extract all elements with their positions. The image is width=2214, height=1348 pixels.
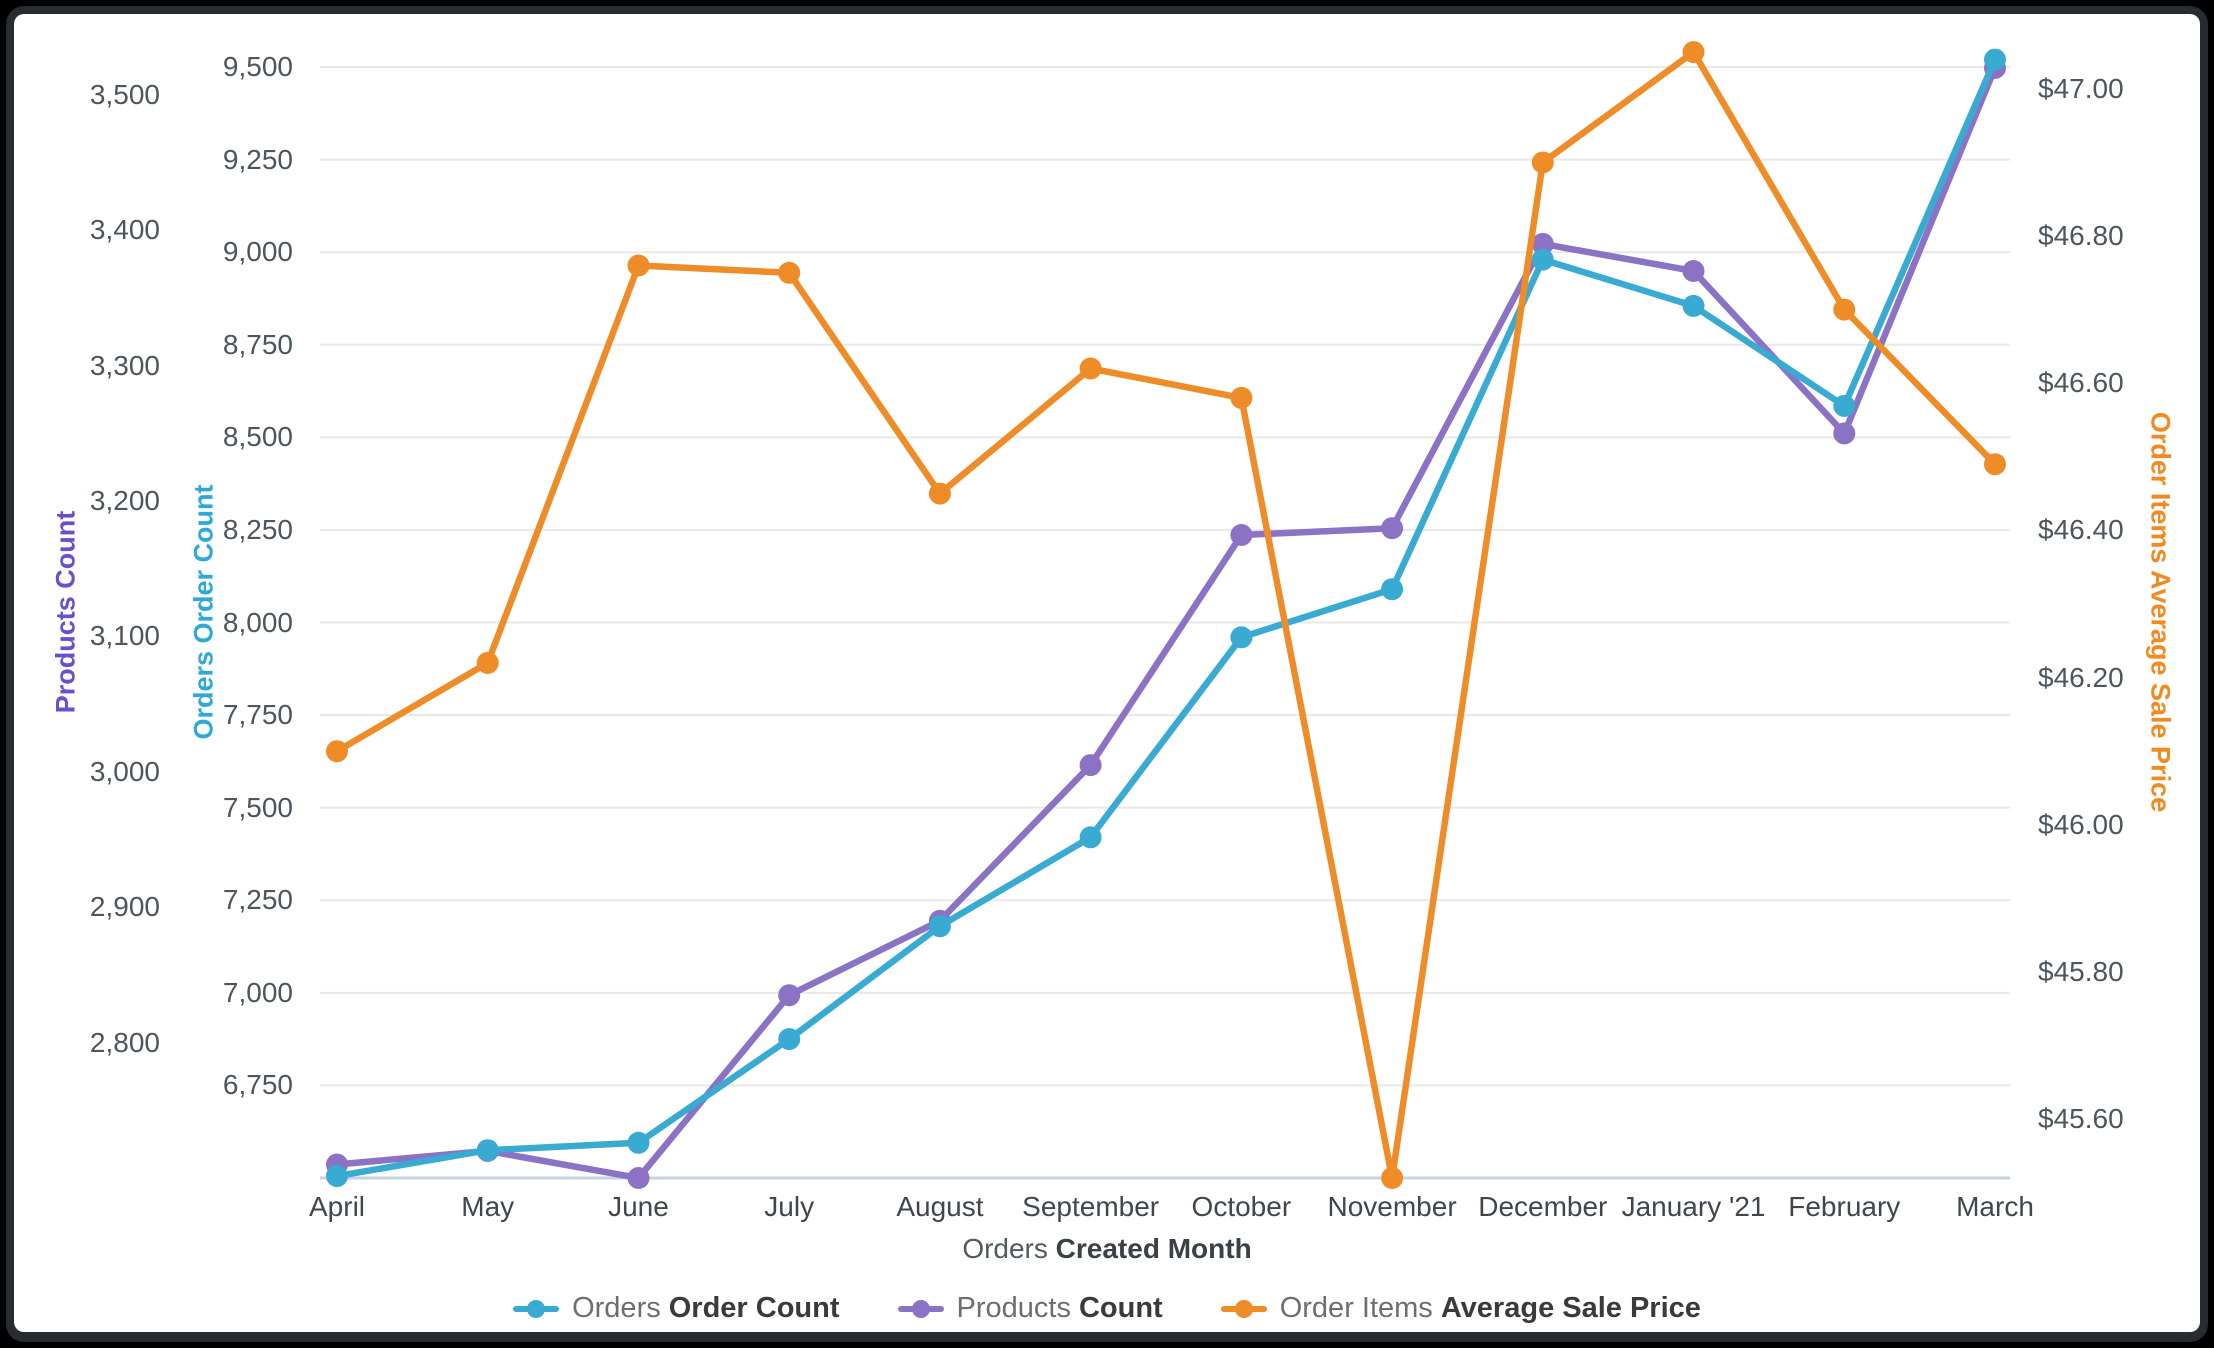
data-point-february[interactable] bbox=[1833, 394, 1856, 417]
data-point-november[interactable] bbox=[1381, 578, 1404, 601]
order-items-average-sale-price-line bbox=[333, 48, 1999, 1182]
legend-item-orders-order-count[interactable]: Orders Order Count bbox=[513, 1292, 840, 1325]
data-point-december[interactable] bbox=[1531, 151, 1554, 174]
legend-label: Orders Order Count bbox=[572, 1292, 840, 1324]
orders-axis-title: Orders Order Count bbox=[188, 484, 219, 740]
data-point-september[interactable] bbox=[1079, 826, 1102, 849]
data-point-october[interactable] bbox=[1230, 524, 1253, 546]
data-point-april[interactable] bbox=[326, 1165, 348, 1188]
data-point-may[interactable] bbox=[476, 1139, 499, 1162]
data-point-march[interactable] bbox=[1984, 48, 2006, 71]
data-point-january21[interactable] bbox=[1682, 260, 1705, 282]
legend-item-order-items-average-sale-price[interactable]: Order Items Average Sale Price bbox=[1220, 1292, 1701, 1325]
legend-marker-line-dot-icon bbox=[1220, 1299, 1267, 1319]
data-point-august[interactable] bbox=[928, 915, 951, 938]
data-point-july[interactable] bbox=[778, 984, 801, 1007]
legend-label: Order Items Average Sale Price bbox=[1279, 1292, 1701, 1324]
data-point-july[interactable] bbox=[778, 1028, 801, 1051]
data-point-august[interactable] bbox=[928, 482, 951, 505]
data-point-june[interactable] bbox=[627, 1167, 650, 1189]
data-point-january21[interactable] bbox=[1682, 41, 1705, 64]
data-point-april[interactable] bbox=[326, 740, 348, 763]
legend-item-products-count[interactable]: Products Count bbox=[897, 1292, 1163, 1325]
products-axis-title: Products Count bbox=[50, 510, 81, 714]
data-point-may[interactable] bbox=[476, 651, 499, 674]
legend-marker-line-dot-icon bbox=[513, 1299, 560, 1319]
data-point-june[interactable] bbox=[627, 254, 650, 277]
data-point-september[interactable] bbox=[1079, 357, 1102, 380]
x-axis-title: Orders Created Month bbox=[14, 1233, 2200, 1265]
legend-label: Products Count bbox=[956, 1292, 1163, 1324]
data-point-december[interactable] bbox=[1531, 232, 1554, 255]
data-point-january21[interactable] bbox=[1682, 294, 1705, 317]
data-point-october[interactable] bbox=[1230, 386, 1253, 409]
data-point-november[interactable] bbox=[1381, 1167, 1404, 1189]
data-point-february[interactable] bbox=[1833, 422, 1856, 445]
data-point-february[interactable] bbox=[1833, 298, 1856, 321]
data-point-september[interactable] bbox=[1079, 754, 1102, 777]
price-axis-title: Order Items Average Sale Price bbox=[2145, 411, 2176, 813]
chart-card bbox=[14, 14, 2200, 1332]
data-point-december[interactable] bbox=[1531, 248, 1554, 271]
x-axis-title-bold: Created Month bbox=[1055, 1233, 1252, 1264]
x-axis-title-regular: Orders bbox=[962, 1233, 1048, 1264]
data-point-july[interactable] bbox=[778, 261, 801, 284]
orders-order-count-line bbox=[333, 56, 1999, 1180]
legend: Orders Order Count Products Count Order It… bbox=[14, 1292, 2200, 1325]
data-point-november[interactable] bbox=[1381, 517, 1404, 540]
legend-marker-line-dot-icon bbox=[897, 1299, 944, 1319]
data-point-october[interactable] bbox=[1230, 626, 1253, 649]
data-point-june[interactable] bbox=[627, 1131, 650, 1154]
products-count-line bbox=[333, 64, 1999, 1182]
data-point-march[interactable] bbox=[1984, 453, 2006, 476]
